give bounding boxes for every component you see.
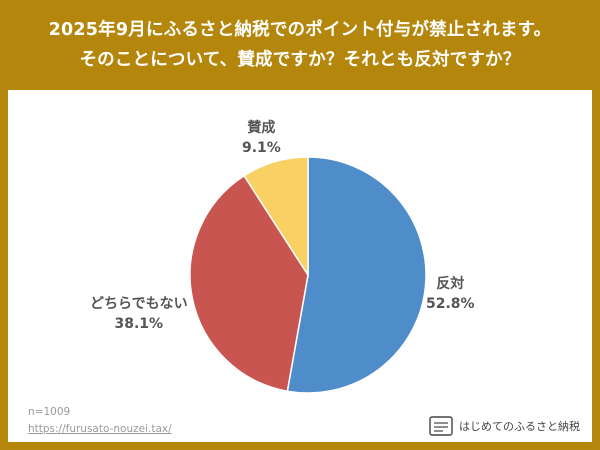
slice-label-agree: 賛成 9.1% [242, 118, 281, 158]
slice-label-neutral-name: どちらでもない [90, 296, 188, 312]
sample-size: n=1009 [28, 406, 71, 418]
pie-slice-agree [243, 156, 309, 278]
pie-slice-oppose [286, 156, 427, 394]
brand-name: はじめてのふるさと納税 [459, 420, 580, 433]
slice-label-neutral-value: 38.1% [114, 316, 164, 332]
slice-label-oppose-name: 反対 [436, 276, 465, 292]
brand: はじめてのふるさと納税 [429, 416, 580, 436]
title-line-2: そのことについて、賛成ですか？それとも反対ですか？ [79, 50, 521, 70]
chart-title: 2025年9月にふるさと納税でのポイント付与が禁止されます。 そのことについて、… [0, 0, 600, 90]
source-url-link[interactable]: https://furusato-nouzei.tax/ [28, 423, 172, 435]
slice-label-oppose: 反対 52.8% [426, 274, 475, 314]
brand-logo-icon [429, 416, 453, 436]
pie-chart [189, 156, 427, 394]
slice-label-agree-value: 9.1% [242, 140, 281, 156]
slice-label-agree-name: 賛成 [247, 120, 276, 136]
title-line-1: 2025年9月にふるさと納税でのポイント付与が禁止されます。 [48, 20, 552, 40]
slice-label-oppose-value: 52.8% [426, 296, 475, 312]
chart-panel: 反対 52.8% どちらでもない 38.1% 賛成 9.1% n=1009 ht… [8, 90, 592, 442]
slice-label-neutral: どちらでもない 38.1% [90, 294, 188, 334]
